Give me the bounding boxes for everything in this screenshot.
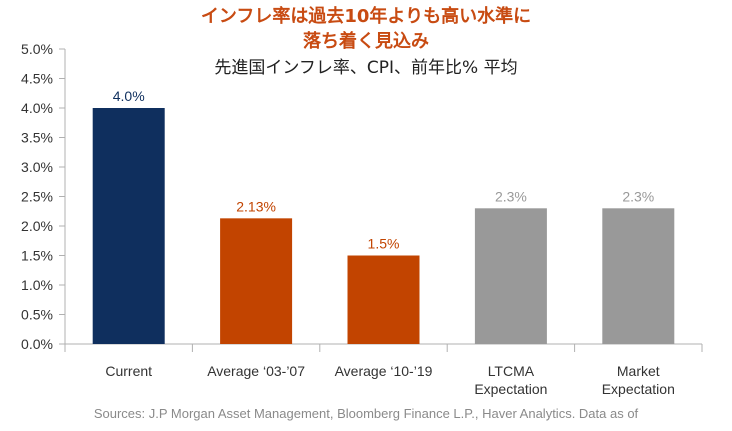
y-tick-label: 3.0%: [21, 159, 53, 175]
bar-value-label: 2.3%: [495, 188, 527, 204]
bar: [474, 208, 547, 344]
bar: [347, 255, 420, 344]
bar-value-label: 1.5%: [368, 236, 400, 252]
chart-title-line1: インフレ率は過去10年よりも高い水準に: [200, 6, 532, 27]
y-tick-label: 4.0%: [21, 100, 53, 116]
source-note: Sources: J.P Morgan Asset Management, Bl…: [93, 406, 639, 421]
bar: [220, 218, 293, 344]
y-tick-label: 2.5%: [21, 189, 53, 205]
bar: [602, 208, 675, 344]
x-category-label: Expectation: [602, 381, 675, 397]
chart-subtitle: 先進国インフレ率、CPI、前年比% 平均: [214, 58, 518, 78]
y-tick-label: 0.5%: [21, 307, 53, 323]
bar-value-label: 4.0%: [113, 88, 145, 104]
x-category-label: LTCMA: [488, 363, 535, 379]
bar: [92, 108, 165, 344]
y-tick-label: 5.0%: [21, 41, 53, 57]
y-tick-label: 3.5%: [21, 130, 53, 146]
x-category-label: Market: [617, 363, 660, 379]
y-tick-label: 0.0%: [21, 336, 53, 352]
chart-title-line2: 落ち着く見込み: [303, 31, 429, 52]
y-tick-label: 2.0%: [21, 218, 53, 234]
bar-value-label: 2.13%: [236, 198, 276, 214]
x-category-label: Expectation: [474, 381, 547, 397]
y-tick-label: 1.5%: [21, 248, 53, 264]
bar-value-label: 2.3%: [622, 188, 654, 204]
y-tick-label: 1.0%: [21, 277, 53, 293]
x-category-label: Average ‘10-’19: [335, 363, 433, 379]
y-tick-label: 4.5%: [21, 71, 53, 87]
x-category-label: Current: [105, 363, 152, 379]
x-category-label: Average ‘03-’07: [207, 363, 305, 379]
